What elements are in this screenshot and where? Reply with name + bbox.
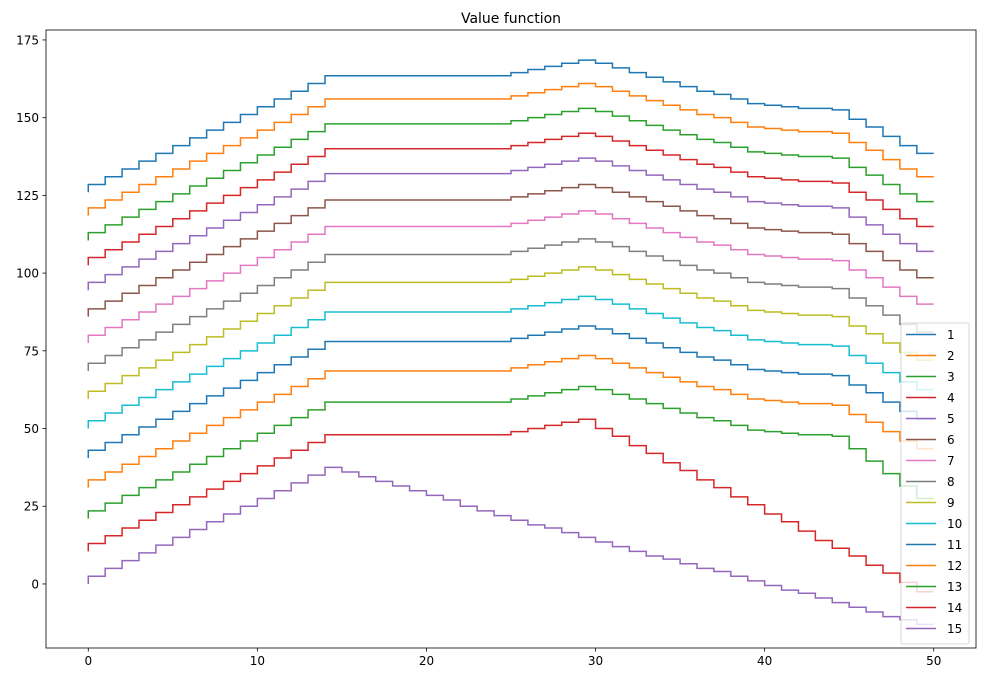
series-line-10 <box>87 295 934 429</box>
y-tick-label: 0 <box>31 577 39 591</box>
legend-label-14: 14 <box>947 601 962 615</box>
x-tick-label: 30 <box>588 654 603 668</box>
legend-label-7: 7 <box>947 454 955 468</box>
series-line-14 <box>87 418 934 593</box>
legend-box <box>900 322 970 645</box>
series-line-15 <box>87 466 934 626</box>
legend-label-15: 15 <box>947 622 962 636</box>
legend-label-2: 2 <box>947 349 955 363</box>
series-line-4 <box>87 132 934 266</box>
y-tick-label: 25 <box>24 500 39 514</box>
y-tick-label: 125 <box>16 189 39 203</box>
series-line-3 <box>87 107 934 241</box>
legend-label-6: 6 <box>947 433 955 447</box>
legend-label-5: 5 <box>947 412 955 426</box>
legend-label-11: 11 <box>947 538 962 552</box>
series-line-12 <box>87 354 934 488</box>
series-line-11 <box>87 325 934 459</box>
y-tick-label: 100 <box>16 267 39 281</box>
axes-frame <box>45 29 977 649</box>
series-line-6 <box>87 183 934 317</box>
legend-label-8: 8 <box>947 475 955 489</box>
series-line-1 <box>87 59 934 193</box>
legend-label-13: 13 <box>947 580 962 594</box>
legend-label-1: 1 <box>947 328 955 342</box>
legend-label-4: 4 <box>947 391 955 405</box>
legend-label-3: 3 <box>947 370 955 384</box>
y-tick-label: 75 <box>24 344 39 358</box>
x-tick-label: 40 <box>757 654 772 668</box>
x-tick-label: 50 <box>926 654 941 668</box>
x-tick-label: 10 <box>250 654 265 668</box>
y-tick-label: 50 <box>24 422 39 436</box>
series-line-7 <box>87 210 934 344</box>
series-line-9 <box>87 266 934 399</box>
series-line-8 <box>87 238 934 372</box>
series-layer <box>87 59 934 626</box>
chart-title: Value function <box>461 11 561 27</box>
series-line-13 <box>87 385 934 519</box>
x-tick-label: 0 <box>84 654 92 668</box>
y-tick-label: 150 <box>16 111 39 125</box>
y-tick-label: 175 <box>16 33 39 47</box>
x-tick-label: 20 <box>419 654 434 668</box>
legend-label-9: 9 <box>947 496 955 510</box>
series-line-5 <box>87 157 934 291</box>
legend-label-10: 10 <box>947 517 962 531</box>
legend-label-12: 12 <box>947 559 962 573</box>
series-line-2 <box>87 82 934 216</box>
